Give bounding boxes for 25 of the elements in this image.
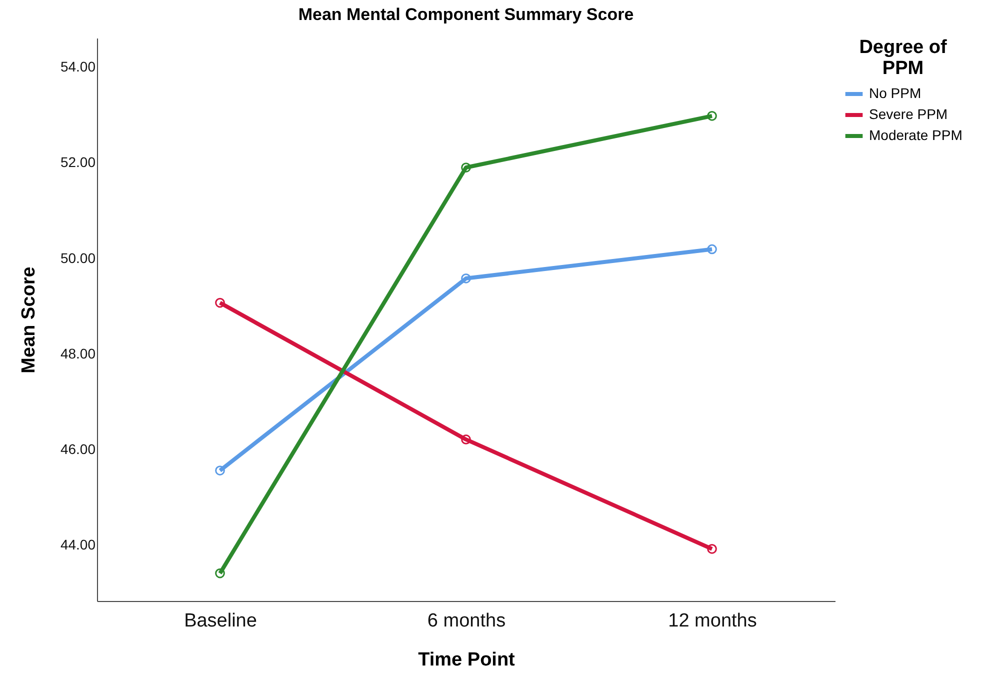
y-tick-label: 46.00	[60, 440, 96, 457]
x-tick-label: 12 months	[668, 610, 757, 632]
legend-label: Moderate PPM	[869, 127, 962, 143]
point	[461, 273, 471, 284]
y-tick-label: 54.00	[60, 58, 96, 75]
y-tick-label: 44.00	[60, 536, 96, 553]
x-tick-label: Baseline	[184, 610, 257, 632]
legend-title: Degree of PPM	[859, 37, 948, 79]
x-axis-title: Time Point	[418, 650, 516, 670]
point	[461, 162, 471, 172]
y-tick-label: 52.00	[60, 154, 96, 170]
point	[707, 110, 717, 121]
point	[461, 434, 471, 444]
point	[707, 244, 717, 254]
legend-label: Severe PPM	[869, 106, 948, 122]
x-tick-label: 6 months	[427, 610, 506, 632]
point	[707, 544, 717, 554]
legend-label: No PPM	[869, 85, 922, 101]
y-tick-label: 48.00	[60, 345, 96, 362]
point	[215, 466, 225, 476]
y-tick-label: 50.00	[60, 250, 96, 266]
y-axis-title: Mean Score	[18, 266, 40, 374]
point	[215, 298, 225, 308]
chart-title: Mean Mental Component Summary Score	[298, 5, 634, 24]
point	[215, 568, 225, 578]
